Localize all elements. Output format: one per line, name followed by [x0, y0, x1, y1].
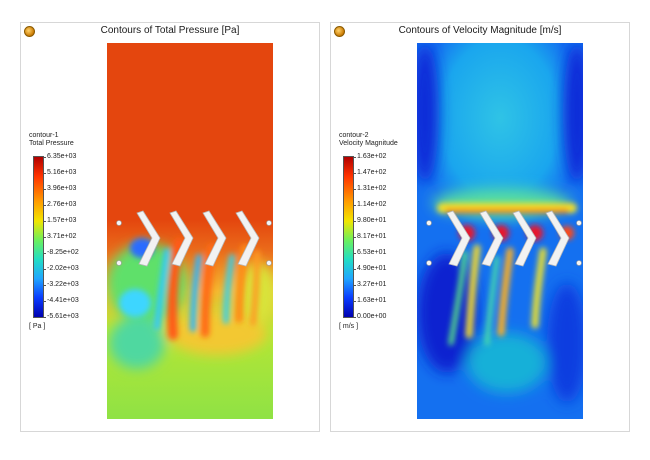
colorbar-tick-label: 3.71e+02 [47, 233, 77, 240]
velocity-field-plot [417, 43, 583, 419]
colorbar-tick-mark [353, 253, 356, 254]
colorbar-tick-mark [43, 285, 46, 286]
colorbar-tick-label: 1.31e+02 [357, 185, 387, 192]
app-logo-icon [24, 26, 35, 37]
colorbar-tick-label: 2.76e+03 [47, 201, 77, 208]
colorbar-tick-mark [43, 157, 46, 158]
legend-title: contour-1 Total Pressure [29, 132, 74, 148]
legend-name: contour-1 [29, 132, 59, 139]
panel-title: Contours of Velocity Magnitude [m/s] [398, 25, 562, 36]
colorbar-tick-mark [43, 269, 46, 270]
colorbar-tick-mark [353, 317, 356, 318]
colorbar-tick-mark [353, 301, 356, 302]
colorbar-tick-mark [353, 189, 356, 190]
colorbar-tick-mark [353, 157, 356, 158]
legend-title: contour-2 Velocity Magnitude [339, 132, 398, 148]
colorbar-tick-mark [353, 237, 356, 238]
colorbar-tick-label: 4.90e+01 [357, 265, 387, 272]
colorbar-tick-label: 1.63e+02 [357, 153, 387, 160]
pressure-field-plot [107, 43, 273, 419]
colorbar-tick-label: 1.63e+01 [357, 297, 387, 304]
colorbar-tick-mark [43, 253, 46, 254]
colorbar-tick-label: 0.00e+00 [357, 313, 387, 320]
velocity-contour-panel: Contours of Velocity Magnitude [m/s] con… [330, 22, 630, 432]
colorbar-tick-mark [353, 285, 356, 286]
colorbar-tick-label: 1.47e+02 [357, 169, 387, 176]
colorbar-tick-label: 8.17e+01 [357, 233, 387, 240]
colorbar-tick-mark [43, 189, 46, 190]
legend-name: contour-2 [339, 132, 369, 139]
colorbar-tick-label: -4.41e+03 [47, 297, 79, 304]
colorbar-tick-mark [353, 205, 356, 206]
colorbar-tick-mark [353, 269, 356, 270]
colorbar-tick-mark [43, 301, 46, 302]
legend-quantity: Total Pressure [29, 140, 74, 147]
legend-quantity: Velocity Magnitude [339, 140, 398, 147]
app-logo-icon [334, 26, 345, 37]
colorbar-tick-mark [43, 221, 46, 222]
colorbar-tick-label: 6.35e+03 [47, 153, 77, 160]
pressure-contour-panel: Contours of Total Pressure [Pa] contour-… [20, 22, 320, 432]
colorbar-tick-label: 5.16e+03 [47, 169, 77, 176]
colorbar-tick-mark [353, 221, 356, 222]
units-label: [ Pa ] [29, 323, 46, 330]
colorbar-tick-label: -3.22e+03 [47, 281, 79, 288]
colorbar-tick-mark [353, 173, 356, 174]
colorbar-tick-mark [43, 173, 46, 174]
colorbar-tick-mark [43, 317, 46, 318]
colorbar-tick-label: 1.57e+03 [47, 217, 77, 224]
panel-title: Contours of Total Pressure [Pa] [100, 25, 240, 36]
colorbar-tick-label: 1.14e+02 [357, 201, 387, 208]
colorbar-tick-label: 3.27e+01 [357, 281, 387, 288]
colorbar-tick-label: -2.02e+03 [47, 265, 79, 272]
colorbar-tick-label: 6.53e+01 [357, 249, 387, 256]
colorbar-tick-label: -5.61e+03 [47, 313, 79, 320]
colorbar-tick-label: 9.80e+01 [357, 217, 387, 224]
colorbar-tick-label: 3.96e+03 [47, 185, 77, 192]
units-label: [ m/s ] [339, 323, 359, 330]
colorbar-tick-mark [43, 205, 46, 206]
colorbar-tick-label: -8.25e+02 [47, 249, 79, 256]
colorbar-tick-mark [43, 237, 46, 238]
